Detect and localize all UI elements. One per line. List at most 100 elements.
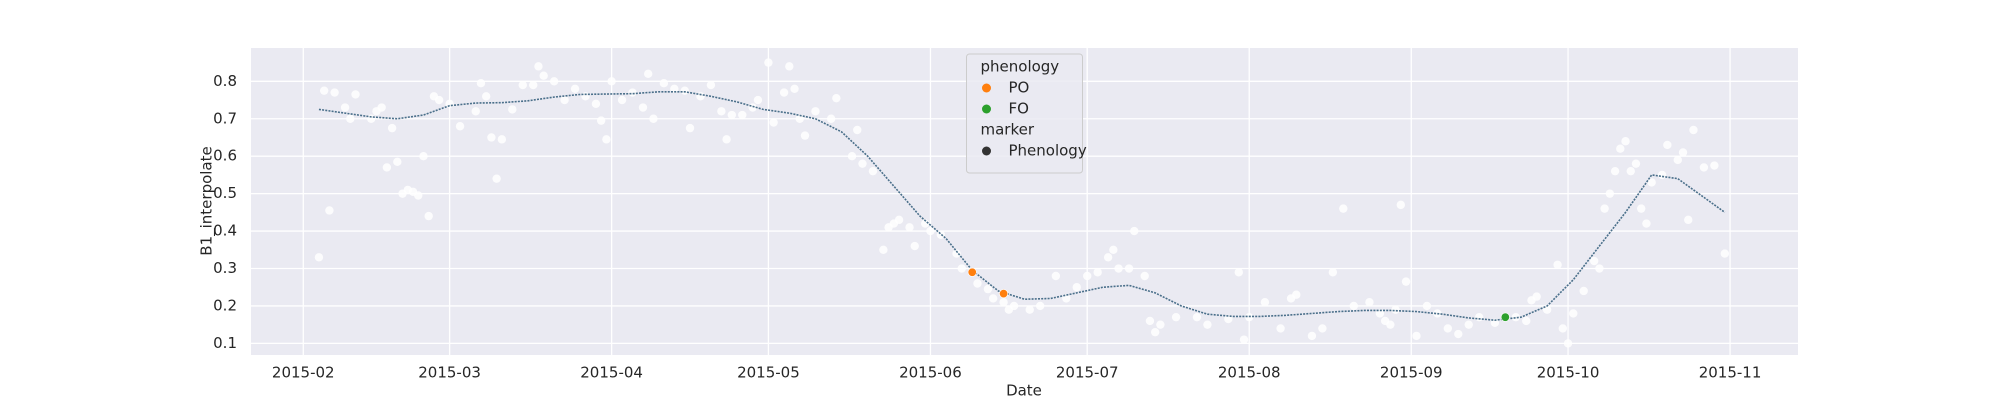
observation-point [727, 110, 737, 120]
legend-marker [982, 146, 991, 156]
observation-point [1124, 264, 1134, 273]
y-tick-label: 0.7 [213, 109, 237, 127]
observation-point [1318, 324, 1327, 333]
observation-point [905, 223, 914, 232]
legend-marker [982, 104, 991, 114]
observation-point [1569, 309, 1578, 318]
observation-point [419, 151, 428, 161]
observation-point [570, 84, 580, 94]
observation-point [1234, 268, 1243, 277]
observation-point [1532, 292, 1541, 301]
observation-point [1626, 166, 1635, 176]
y-tick-label: 0.6 [213, 147, 237, 165]
observation-point [1386, 320, 1395, 329]
observation-point [1035, 301, 1045, 311]
observation-point [1150, 327, 1160, 337]
observation-point [539, 71, 548, 80]
observation-point [1684, 215, 1693, 225]
observation-point [1114, 264, 1123, 273]
observation-point [314, 253, 324, 262]
x-tick-label: 2015-04 [580, 364, 643, 382]
phenology-point [967, 267, 977, 277]
y-tick-label: 0.4 [213, 222, 237, 240]
observation-point [785, 62, 794, 71]
observation-point [591, 99, 601, 108]
observation-point [492, 174, 501, 183]
observation-point [382, 163, 392, 172]
observation-point [1365, 298, 1374, 307]
observation-point [1130, 226, 1139, 236]
observation-point [1260, 298, 1270, 307]
y-tick-label: 0.2 [213, 296, 237, 314]
observation-point [659, 78, 669, 88]
observation-point [1203, 320, 1212, 329]
observation-point [351, 90, 360, 99]
legend-subtitle: marker [981, 121, 1035, 139]
observation-point [795, 114, 804, 123]
observation-point [1689, 125, 1698, 135]
legend: phenology PO FO marker Phenology [966, 53, 1087, 174]
observation-point [811, 107, 820, 116]
observation-point [560, 95, 569, 105]
observation-point [346, 114, 355, 123]
observation-point [868, 166, 878, 176]
observation-point [1657, 170, 1667, 180]
y-tick-label: 0.5 [213, 184, 237, 202]
observation-point [858, 159, 867, 168]
x-tick-label: 2015-10 [1537, 364, 1600, 382]
y-tick-label: 0.1 [213, 334, 237, 352]
observation-point [1616, 144, 1625, 153]
observation-point [377, 103, 386, 112]
observation-point [1009, 301, 1019, 311]
observation-point [952, 249, 961, 258]
observation-point [1093, 268, 1102, 277]
observation-point [1339, 204, 1348, 213]
observation-point [1422, 301, 1432, 311]
observation-point [685, 123, 695, 133]
observation-point [529, 80, 538, 90]
observation-point [476, 78, 486, 88]
observation-point [847, 151, 857, 161]
observation-point [1072, 283, 1081, 292]
y-tick-label: 0.8 [213, 72, 237, 90]
observation-point [1391, 305, 1400, 314]
observation-point [424, 211, 433, 221]
observation-point [602, 135, 611, 144]
observation-point [1474, 312, 1484, 322]
observation-point [617, 95, 627, 105]
observation-point [1464, 320, 1473, 329]
observation-point [753, 95, 763, 105]
observation-point [581, 92, 590, 101]
observation-point [1720, 249, 1730, 258]
observation-point [696, 92, 705, 101]
observation-point [988, 294, 998, 303]
observation-point [1589, 256, 1599, 266]
observation-point [1678, 148, 1688, 157]
observation-point [1349, 301, 1358, 311]
observation-point [1171, 312, 1181, 322]
observation-point [445, 99, 454, 108]
observation-point [455, 122, 465, 131]
interpolated-line [318, 91, 1726, 321]
observation-point [800, 131, 810, 140]
observation-point [853, 125, 862, 135]
x-tick-label: 2015-02 [272, 364, 335, 382]
observation-point [1610, 166, 1620, 176]
observation-point [717, 107, 726, 116]
observation-point [1443, 324, 1453, 333]
observation-point [1637, 204, 1646, 213]
observation-point [973, 279, 982, 288]
observation-point [999, 298, 1008, 307]
observation-point [628, 88, 637, 97]
observation-point [1710, 161, 1719, 170]
observation-point [340, 103, 350, 112]
observation-point [1558, 324, 1568, 333]
phenology-point [1500, 312, 1510, 322]
observation-point [910, 241, 919, 251]
observation-point [1673, 155, 1682, 165]
observation-point [670, 84, 679, 94]
observation-point [1553, 260, 1562, 269]
observation-point [1663, 140, 1672, 150]
observation-point [1631, 159, 1641, 168]
